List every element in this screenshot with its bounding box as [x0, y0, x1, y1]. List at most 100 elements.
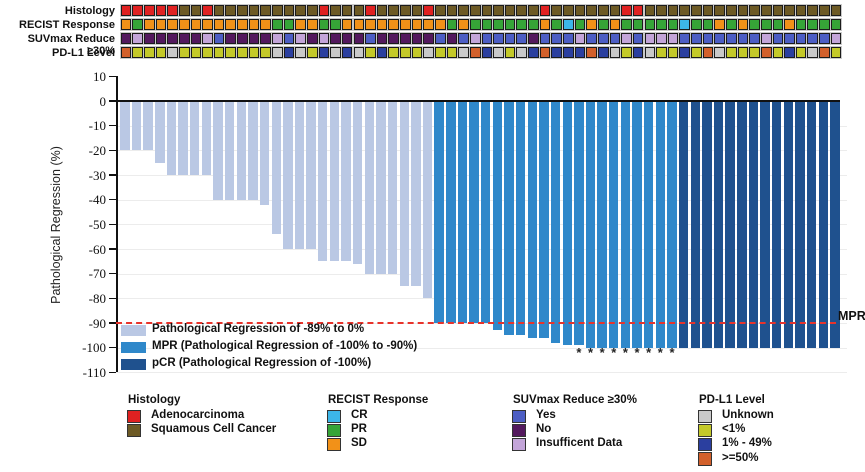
recist-square: [167, 19, 178, 30]
legend-item-label: Unknown: [722, 409, 774, 421]
legend-swatch-M: [698, 437, 712, 452]
y-axis-tick: [109, 174, 116, 176]
suvmax-square: [341, 33, 353, 44]
histology-square: [807, 5, 819, 16]
suvmax-square: [400, 33, 411, 44]
patient-bar-regression: [283, 102, 293, 249]
patient-bar-mpr: [434, 102, 444, 323]
pdl1-square: [376, 47, 388, 58]
patient-bar-pcr: [713, 102, 724, 348]
histology-square: [400, 5, 411, 16]
recist-square: [551, 19, 562, 30]
histology-square: [423, 5, 434, 16]
recist-square: [702, 19, 714, 30]
patient-bar-pcr: [690, 102, 700, 348]
pdl1-square: [318, 47, 330, 58]
suvmax-square: [609, 33, 621, 44]
recist-square: [365, 19, 376, 30]
pdl1-square: [691, 47, 702, 58]
suvmax-square: [469, 33, 481, 44]
recist-square: [656, 19, 667, 30]
histology-square: [749, 5, 760, 16]
y-axis-line: [116, 76, 118, 373]
suvmax-square: [225, 33, 237, 44]
patient-bar-mpr: [539, 102, 549, 338]
patient-bar-mpr: [457, 102, 468, 323]
patient-bar-pcr: [748, 102, 759, 348]
pdl1-square: [656, 47, 667, 58]
recist-square: [691, 19, 702, 30]
pdl1-square: [644, 47, 656, 58]
y-tick-label: -110: [82, 364, 106, 380]
recist-square: [400, 19, 411, 30]
legend-swatch-U: [698, 409, 712, 423]
pdl1-square: [726, 47, 737, 58]
pdl1-square: [353, 47, 365, 58]
suvmax-square: [202, 33, 213, 44]
y-axis-tick: [109, 248, 116, 250]
histology-square: [446, 5, 458, 16]
recist-square: [760, 19, 772, 30]
pdl1-square: [248, 47, 260, 58]
suvmax-square: [458, 33, 469, 44]
histology-square: [353, 5, 365, 16]
pdl1-square: [667, 47, 679, 58]
legend-swatch-I: [512, 437, 526, 452]
y-axis-tick: [109, 149, 116, 152]
patient-bar-pcr: [737, 102, 747, 348]
legend-item-label: Yes: [536, 409, 556, 421]
recist-square: [411, 19, 423, 30]
patient-bar-pcr: [760, 102, 770, 348]
y-axis-tick: [109, 223, 116, 226]
legend-label-mpr: MPR (Pathological Regression of -100% to…: [152, 340, 418, 352]
histology-square: [318, 5, 330, 16]
recist-square: [435, 19, 446, 30]
histology-square: [667, 5, 679, 16]
histology-square: [679, 5, 691, 16]
histology-square: [411, 5, 423, 16]
recist-square: [469, 19, 481, 30]
legend-group-title: SUVmax Reduce ≥30%: [513, 394, 637, 406]
y-tick-label: -90: [88, 315, 106, 331]
significance-asterisk: *: [669, 345, 675, 360]
legend-label-pcr: pCR (Pathological Regression of -100%): [152, 357, 372, 369]
histology-square: [551, 5, 562, 16]
recist-square: [609, 19, 621, 30]
histology-square: [609, 5, 621, 16]
suvmax-square: [621, 33, 632, 44]
y-tick-label: -70: [88, 266, 106, 282]
y-tick-label: -20: [88, 142, 106, 158]
pdl1-square: [481, 47, 493, 58]
y-axis-tick: [109, 198, 116, 201]
histology-square: [365, 5, 376, 16]
recist-square: [330, 19, 341, 30]
track-label-pdl1: PD-L1 Level: [52, 47, 115, 59]
pdl1-square: [144, 47, 155, 58]
suvmax-square: [178, 33, 190, 44]
histology-square: [458, 5, 469, 16]
legend-item-label: Insufficent Data: [536, 437, 623, 450]
patient-bar-regression: [364, 102, 375, 274]
patient-bar-regression: [201, 102, 212, 175]
y-tick-label: -30: [88, 167, 106, 183]
legend-item-label: <1%: [722, 423, 746, 436]
recist-square: [772, 19, 784, 30]
mpr-reference-label: MPR: [838, 309, 865, 323]
pdl1-square: [679, 47, 691, 58]
histology-square: [260, 5, 271, 16]
pdl1-square: [563, 47, 574, 58]
suvmax-square: [330, 33, 341, 44]
suvmax-square: [435, 33, 446, 44]
significance-asterisk: *: [622, 345, 628, 360]
recist-square: [144, 19, 155, 30]
y-axis-tick: [109, 371, 116, 374]
suvmax-square: [167, 33, 178, 44]
recist-square: [178, 19, 190, 30]
patient-bar-mpr: [632, 102, 642, 348]
histology-square: [691, 5, 702, 16]
track-label-suvmax: SUVmax Reduce ≥30%: [27, 33, 115, 57]
histology-square: [819, 5, 830, 16]
suvmax-square: [679, 33, 691, 44]
recist-square: [120, 19, 132, 30]
y-tick-label: -100: [82, 340, 106, 356]
